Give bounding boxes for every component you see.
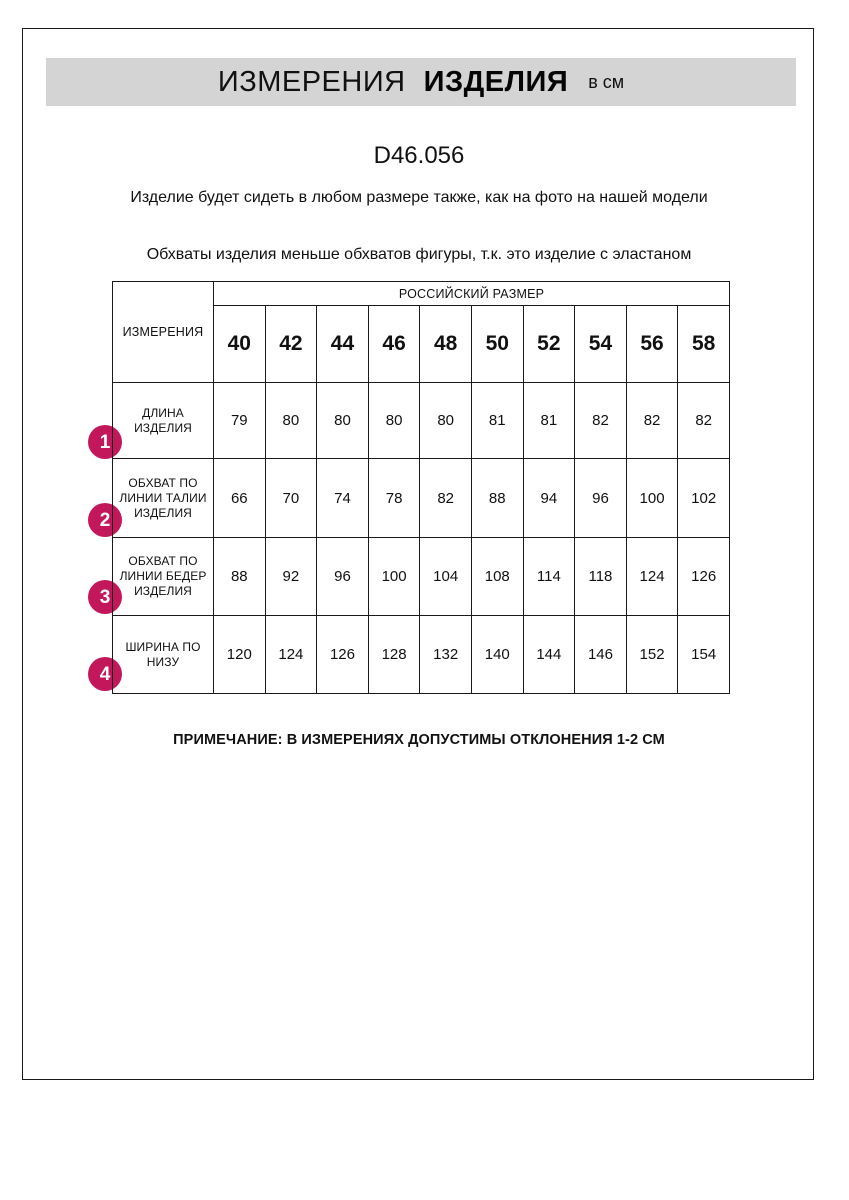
cell-waist-58: 102 [677, 458, 730, 538]
cell-length-46: 80 [367, 382, 421, 459]
title-regular: ИЗМЕРЕНИЯ [217, 65, 406, 98]
table-row: ОБХВАТ ПО ЛИНИИ БЕДЕР ИЗДЕЛИЯ 88 92 96 1… [112, 537, 730, 616]
page-frame: ИЗМЕРЕНИЯ ИЗДЕЛИЯ в см D46.056 Изделие б… [22, 28, 814, 1080]
table-row: ОБХВАТ ПО ЛИНИИ ТАЛИИ ИЗДЕЛИЯ 66 70 74 7… [112, 458, 730, 538]
cell-hips-54: 118 [574, 537, 627, 616]
cell-length-42: 80 [264, 382, 318, 459]
size-table: ИЗМЕРЕНИЯ РОССИЙСКИЙ РАЗМЕР 40 42 44 46 … [112, 281, 730, 694]
row-label-hem-width: ШИРИНА ПО НИЗУ [112, 615, 214, 694]
cell-waist-52: 94 [522, 458, 576, 538]
cell-hips-44: 96 [316, 537, 369, 616]
cell-hips-56: 124 [625, 537, 679, 616]
size-header-56: 56 [625, 305, 679, 383]
title-unit: в см [588, 71, 625, 92]
title-bold: ИЗДЕЛИЯ [423, 65, 569, 98]
size-header-42: 42 [264, 305, 318, 383]
table-row: ШИРИНА ПО НИЗУ 120 124 126 128 132 140 1… [112, 615, 730, 694]
cell-waist-40: 66 [213, 458, 266, 538]
row-label-length: ДЛИНА ИЗДЕЛИЯ [112, 382, 214, 459]
cell-hem-48: 132 [419, 615, 472, 694]
cell-length-44: 80 [316, 382, 369, 459]
row-label-waist: ОБХВАТ ПО ЛИНИИ ТАЛИИ ИЗДЕЛИЯ [112, 458, 214, 538]
size-header-40: 40 [213, 305, 266, 383]
description-elastane: Обхваты изделия меньше обхватов фигуры, … [146, 246, 692, 263]
cell-length-54: 82 [574, 382, 627, 459]
table-header-region-row: ИЗМЕРЕНИЯ РОССИЙСКИЙ РАЗМЕР [112, 281, 730, 383]
cell-hem-50: 140 [470, 615, 524, 694]
cell-waist-44: 74 [316, 458, 369, 538]
size-header-46: 46 [367, 305, 421, 383]
description-fit: Изделие будет сидеть в любом размере так… [130, 189, 708, 206]
cell-hips-46: 100 [367, 537, 421, 616]
cell-hips-42: 92 [264, 537, 318, 616]
cell-length-48: 80 [419, 382, 472, 459]
product-code: D46.056 [373, 142, 465, 169]
size-table-wrapper: ИЗМЕРЕНИЯ РОССИЙСКИЙ РАЗМЕР 40 42 44 46 … [112, 281, 730, 694]
table-header-sizes-row: 40 42 44 46 48 50 52 54 56 58 [113, 305, 730, 383]
cell-length-52: 81 [522, 382, 576, 459]
cell-length-58: 82 [677, 382, 730, 459]
cell-hem-42: 124 [264, 615, 318, 694]
cell-waist-54: 96 [574, 458, 627, 538]
footer-note: ПРИМЕЧАНИЕ: В ИЗМЕРЕНИЯХ ДОПУСТИМЫ ОТКЛО… [173, 732, 665, 748]
cell-hem-46: 128 [367, 615, 421, 694]
cell-waist-56: 100 [625, 458, 679, 538]
size-header-54: 54 [574, 305, 627, 383]
cell-waist-50: 88 [470, 458, 524, 538]
size-header-44: 44 [316, 305, 369, 383]
cell-hips-48: 104 [419, 537, 472, 616]
cell-hem-44: 126 [316, 615, 369, 694]
cell-length-50: 81 [470, 382, 524, 459]
cell-hips-58: 126 [677, 537, 730, 616]
size-header-52: 52 [522, 305, 576, 383]
header-measurements: ИЗМЕРЕНИЯ [112, 281, 214, 383]
cell-hips-52: 114 [522, 537, 576, 616]
size-header-48: 48 [419, 305, 472, 383]
cell-length-40: 79 [213, 382, 266, 459]
cell-length-56: 82 [625, 382, 679, 459]
cell-hem-56: 152 [625, 615, 679, 694]
title-band: ИЗМЕРЕНИЯ ИЗДЕЛИЯ в см [46, 58, 796, 106]
size-header-50: 50 [470, 305, 524, 383]
header-russian-size: РОССИЙСКИЙ РАЗМЕР [213, 281, 730, 306]
cell-hem-52: 144 [522, 615, 576, 694]
cell-hem-40: 120 [213, 615, 266, 694]
row-label-hips: ОБХВАТ ПО ЛИНИИ БЕДЕР ИЗДЕЛИЯ [112, 537, 214, 616]
cell-waist-46: 78 [367, 458, 421, 538]
cell-waist-48: 82 [419, 458, 472, 538]
cell-hem-58: 154 [677, 615, 730, 694]
cell-hips-40: 88 [213, 537, 266, 616]
cell-hem-54: 146 [574, 615, 627, 694]
cell-waist-42: 70 [264, 458, 318, 538]
size-header-58: 58 [677, 305, 730, 383]
cell-hips-50: 108 [470, 537, 524, 616]
table-row: ДЛИНА ИЗДЕЛИЯ 79 80 80 80 80 81 81 82 82… [112, 382, 730, 459]
